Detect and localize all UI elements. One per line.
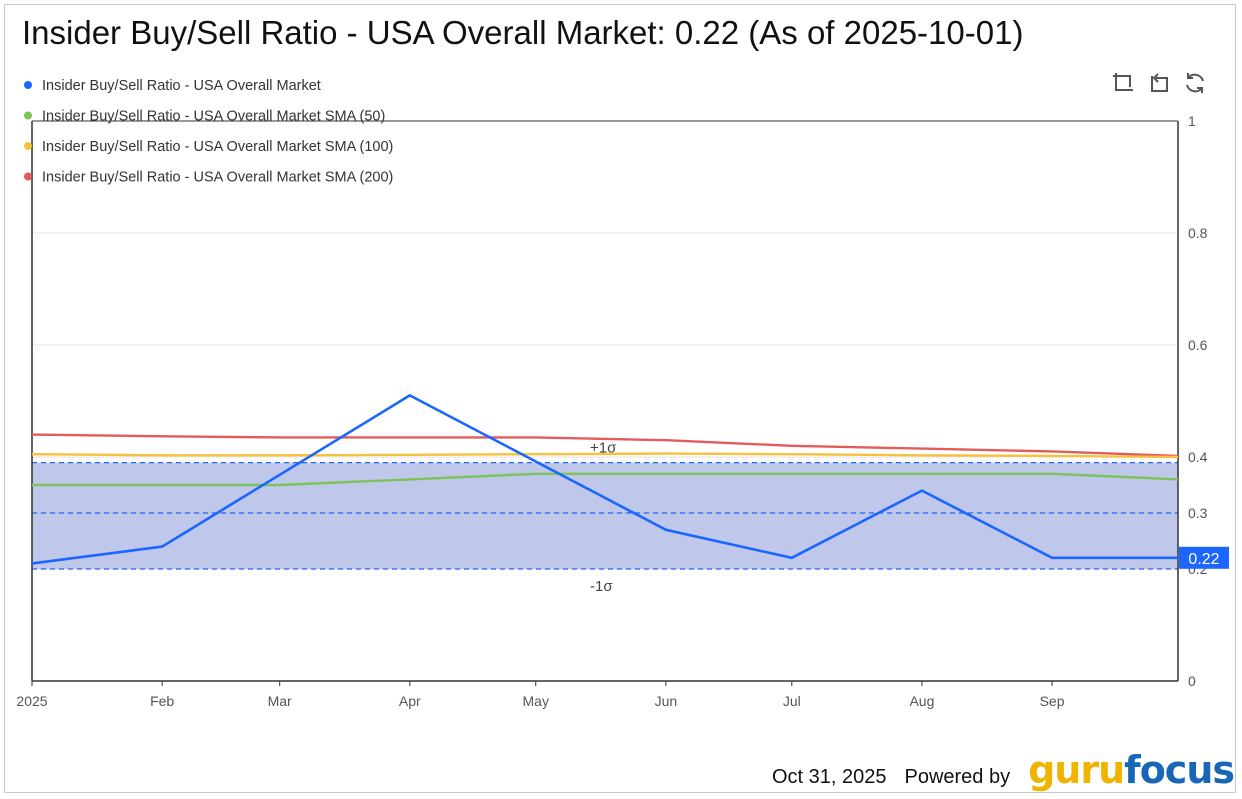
series-line-0 [31, 394, 1178, 565]
chart-title: Insider Buy/Sell Ratio - USA Overall Mar… [22, 14, 1024, 51]
series-line-2 [31, 452, 1179, 459]
legend-marker-1 [24, 111, 32, 120]
series-line-3 [31, 433, 1179, 458]
x-tick-label: Sep [1040, 693, 1065, 709]
x-tick-label: Jul [783, 693, 801, 709]
restore-icon[interactable] [1182, 70, 1208, 96]
zoom-select-icon[interactable] [1110, 70, 1136, 96]
x-tick-label: Aug [909, 693, 934, 709]
chart-frame [4, 4, 1236, 793]
legend-label-2: Insider Buy/Sell Ratio - USA Overall Mar… [42, 139, 393, 155]
x-tick-label: 2025 [16, 693, 47, 709]
sigma-lower-label: -1σ [590, 578, 613, 595]
axes [31, 120, 1179, 686]
logo-part-guru: guru [1028, 748, 1125, 792]
current-value-label: 0.22 [1179, 546, 1229, 569]
legend-label-3: Insider Buy/Sell Ratio - USA Overall Mar… [42, 170, 393, 186]
y-tick-label: 0.3 [1188, 505, 1208, 521]
y-tick-label: 1 [1188, 113, 1196, 129]
chart-toolbar [1110, 70, 1208, 96]
footer: Oct 31, 2025 Powered by gurufocus [771, 748, 1235, 792]
gurufocus-logo[interactable]: gurufocus [1028, 748, 1235, 792]
gridlines [32, 120, 1178, 682]
x-tick-label: Feb [150, 693, 174, 709]
logo-part-focus: focus [1124, 748, 1235, 792]
legend: Insider Buy/Sell Ratio - USA Overall Mar… [24, 78, 393, 186]
x-tick-label: May [523, 693, 549, 709]
series-line-1 [32, 472, 1179, 487]
y-tick-label: 0.6 [1188, 337, 1208, 353]
legend-marker-3 [24, 172, 32, 181]
x-tick-labels: 2025 Feb Mar Apr May Jun Jul Aug Sep [16, 693, 1064, 709]
legend-marker-2 [24, 142, 32, 150]
powered-by-text: Powered by [904, 766, 1011, 788]
zoom-reset-icon[interactable] [1146, 70, 1172, 96]
x-tick-label: Mar [268, 693, 292, 709]
series-lines [31, 394, 1179, 565]
legend-label-0: Insider Buy/Sell Ratio - USA Overall Mar… [42, 78, 321, 94]
sigma-upper-label: +1σ [590, 440, 617, 457]
x-tick-label: Apr [399, 693, 421, 709]
legend-label-1: Insider Buy/Sell Ratio - USA Overall Mar… [42, 109, 385, 125]
y-tick-label: 0.4 [1188, 449, 1208, 465]
footer-date: Oct 31, 2025 [771, 766, 887, 788]
y-tick-label: 0.8 [1188, 225, 1208, 241]
y-tick-label: 0 [1188, 673, 1196, 689]
sigma-band-fill [32, 462, 1178, 569]
legend-marker-0 [24, 81, 32, 89]
current-value-box [1179, 546, 1229, 569]
current-value-text: 0.22 [1188, 551, 1219, 568]
sigma-band: +1σ -1σ [32, 440, 1178, 595]
x-tick-label: Jun [655, 693, 678, 709]
chart-svg: +1σ-1σ 00.20.30.40.60.81 2025 Feb Mar Apr Ma… [16, 78, 1229, 709]
y-tick-labels: 00.20.30.40.60.81 [1188, 113, 1208, 689]
